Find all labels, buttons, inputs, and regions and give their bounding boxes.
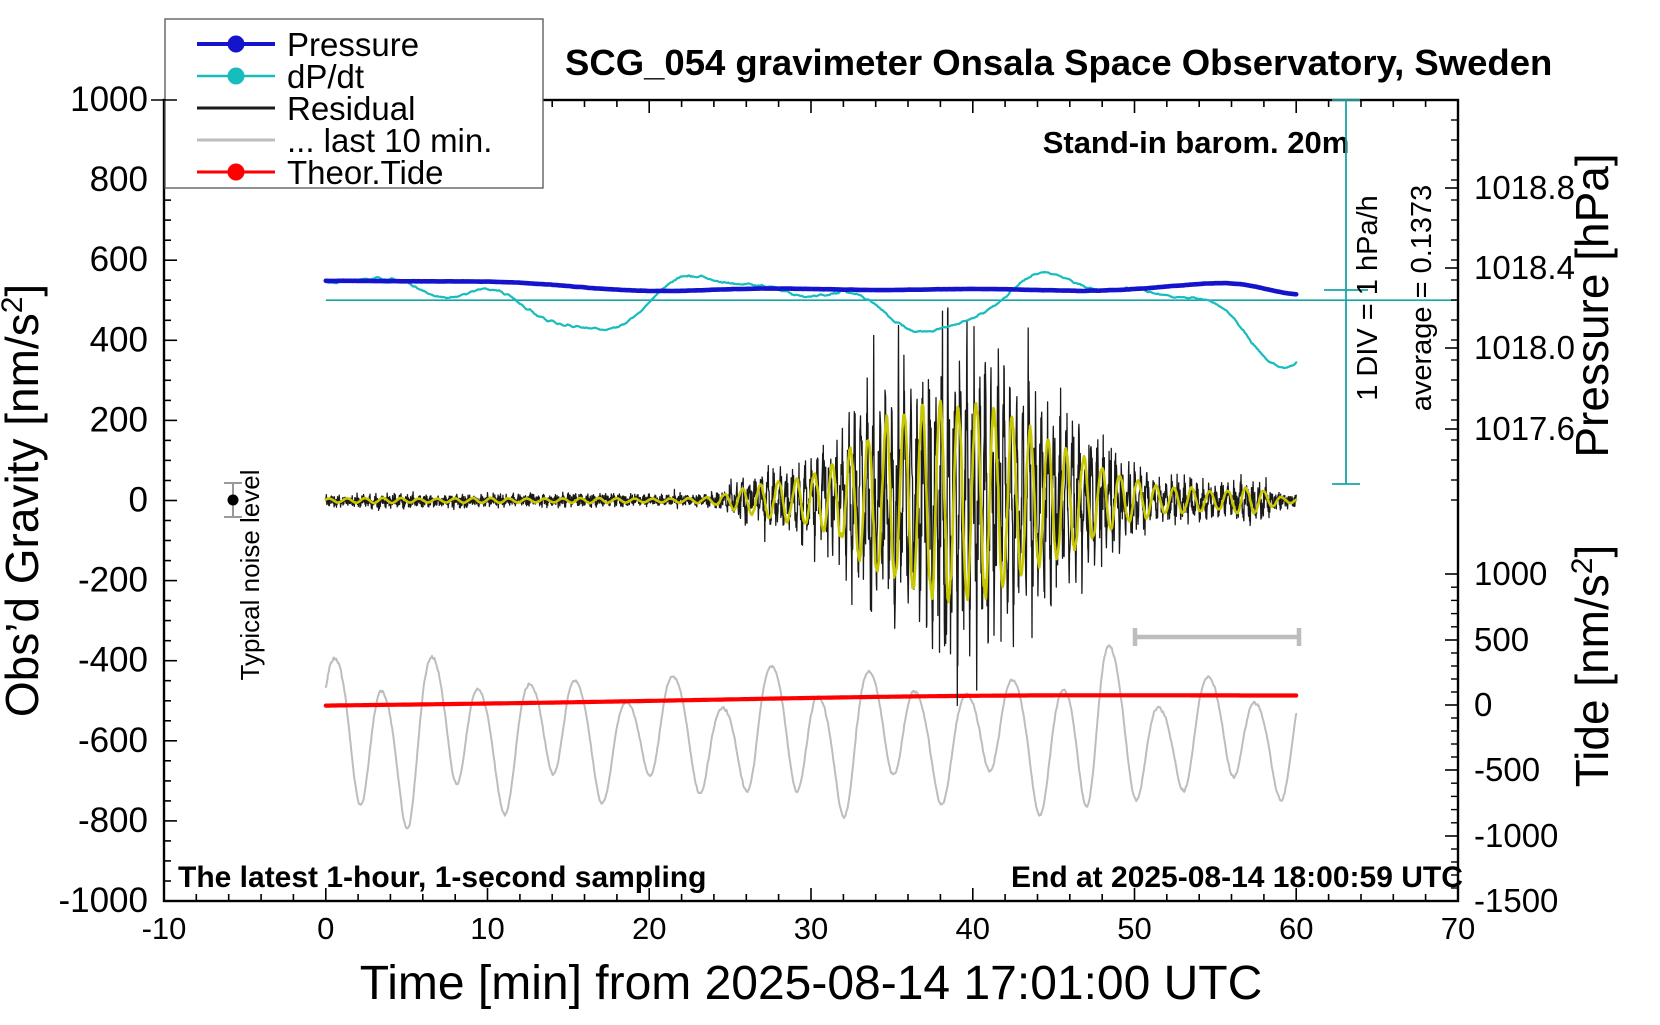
svg-text:-1000: -1000 [58,881,148,920]
svg-text:Theor.Tide: Theor.Tide [287,154,444,191]
svg-text:Obs’d Gravity [nm/s2]: Obs’d Gravity [nm/s2] [0,284,48,717]
svg-text:1 DIV = 1 hPa/h: 1 DIV = 1 hPa/h [1352,195,1384,401]
svg-text:-600: -600 [78,721,148,760]
svg-text:40: 40 [956,911,990,946]
svg-text:-1500: -1500 [1474,882,1558,919]
svg-text:The latest 1-hour, 1-second sa: The latest 1-hour, 1-second sampling [178,861,706,894]
svg-text:1018.0: 1018.0 [1474,329,1575,366]
svg-text:-800: -800 [78,801,148,840]
svg-text:-10: -10 [142,911,187,946]
svg-text:10: 10 [470,911,504,946]
svg-text:1018.8: 1018.8 [1474,169,1575,206]
svg-text:200: 200 [90,400,148,439]
svg-text:average = 0.1373: average = 0.1373 [1406,185,1438,412]
svg-text:600: 600 [90,240,148,279]
svg-text:500: 500 [1474,621,1529,658]
svg-text:30: 30 [794,911,828,946]
svg-text:20: 20 [632,911,666,946]
svg-text:-400: -400 [78,641,148,680]
svg-text:1018.4: 1018.4 [1474,249,1575,286]
svg-text:Tide [nm/s2]: Tide [nm/s2] [1566,545,1619,788]
svg-text:Stand-in barom. 20m: Stand-in barom. 20m [1043,125,1350,160]
svg-text:1000: 1000 [70,80,148,119]
svg-text:60: 60 [1279,911,1313,946]
svg-text:50: 50 [1117,911,1151,946]
svg-text:Time [min] from 2025-08-14 17:: Time [min] from 2025-08-14 17:01:00 UTC [360,957,1263,1010]
svg-text:0: 0 [129,481,148,520]
svg-text:800: 800 [90,160,148,199]
svg-text:-200: -200 [78,561,148,600]
svg-text:SCG_054 gravimeter Onsala Spac: SCG_054 gravimeter Onsala Space Observat… [565,42,1552,83]
svg-text:End at 2025-08-14 18:00:59 UTC: End at 2025-08-14 18:00:59 UTC [1011,861,1463,894]
svg-text:400: 400 [90,320,148,359]
svg-text:Pressure [hPa]: Pressure [hPa] [1566,153,1618,457]
svg-text:0: 0 [1474,686,1492,723]
svg-text:1000: 1000 [1474,555,1547,592]
svg-text:-500: -500 [1474,751,1540,788]
svg-text:70: 70 [1441,911,1475,946]
svg-text:1017.6: 1017.6 [1474,410,1575,447]
svg-text:Typical noise level: Typical noise level [235,470,265,681]
svg-text:-1000: -1000 [1474,817,1558,854]
svg-text:0: 0 [317,911,334,946]
